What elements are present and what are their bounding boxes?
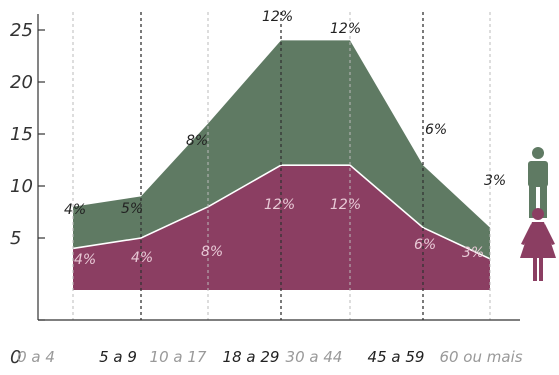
male-value-label: 12% (262, 9, 293, 25)
male-value-label: 12% (330, 21, 361, 37)
y-tick-label: 25 (10, 20, 33, 41)
female-boundary-line (72, 164, 491, 260)
y-tick-label: 10 (10, 176, 33, 197)
y-tick-label: 20 (10, 72, 33, 93)
male-person-icon (528, 147, 548, 218)
female-value-label: 12% (330, 197, 361, 213)
x-category-label: 18 a 29 (223, 348, 280, 366)
axis-layer: 0 5 10 15 20 25 0 a 4 5 a 9 10 a 17 18 a 29 30 a 4… (10, 14, 523, 368)
male-value-label: 8% (186, 133, 208, 149)
x-category-label: 10 a 17 (150, 348, 207, 366)
y-tick-label: 15 (10, 124, 33, 145)
male-area (73, 40, 490, 259)
female-person-icon (520, 208, 556, 281)
area-layer (72, 40, 491, 290)
male-value-label: 5% (121, 201, 143, 217)
female-value-label: 4% (74, 252, 96, 268)
y-tick-label: 5 (10, 228, 21, 249)
female-value-label: 3% (462, 245, 484, 261)
male-value-label: 6% (425, 122, 447, 138)
female-value-label: 8% (201, 244, 223, 260)
x-category-label: 5 a 9 (99, 348, 137, 366)
male-value-label: 4% (64, 202, 86, 218)
x-category-label: 45 a 59 (368, 348, 425, 366)
x-category-label: 60 ou mais (439, 348, 522, 366)
y-tick-label: 0 (10, 347, 21, 368)
x-category-label: 0 a 4 (17, 348, 55, 366)
female-value-label: 6% (414, 237, 436, 253)
female-value-label: 12% (264, 197, 295, 213)
label-layer: 4% 5% 8% 12% 12% 6% 3% 4% 4% 8% 12% 12% 6% 3% (64, 9, 506, 268)
male-value-label: 3% (484, 173, 506, 189)
female-value-label: 4% (131, 250, 153, 266)
x-category-label: 30 a 44 (286, 348, 343, 366)
